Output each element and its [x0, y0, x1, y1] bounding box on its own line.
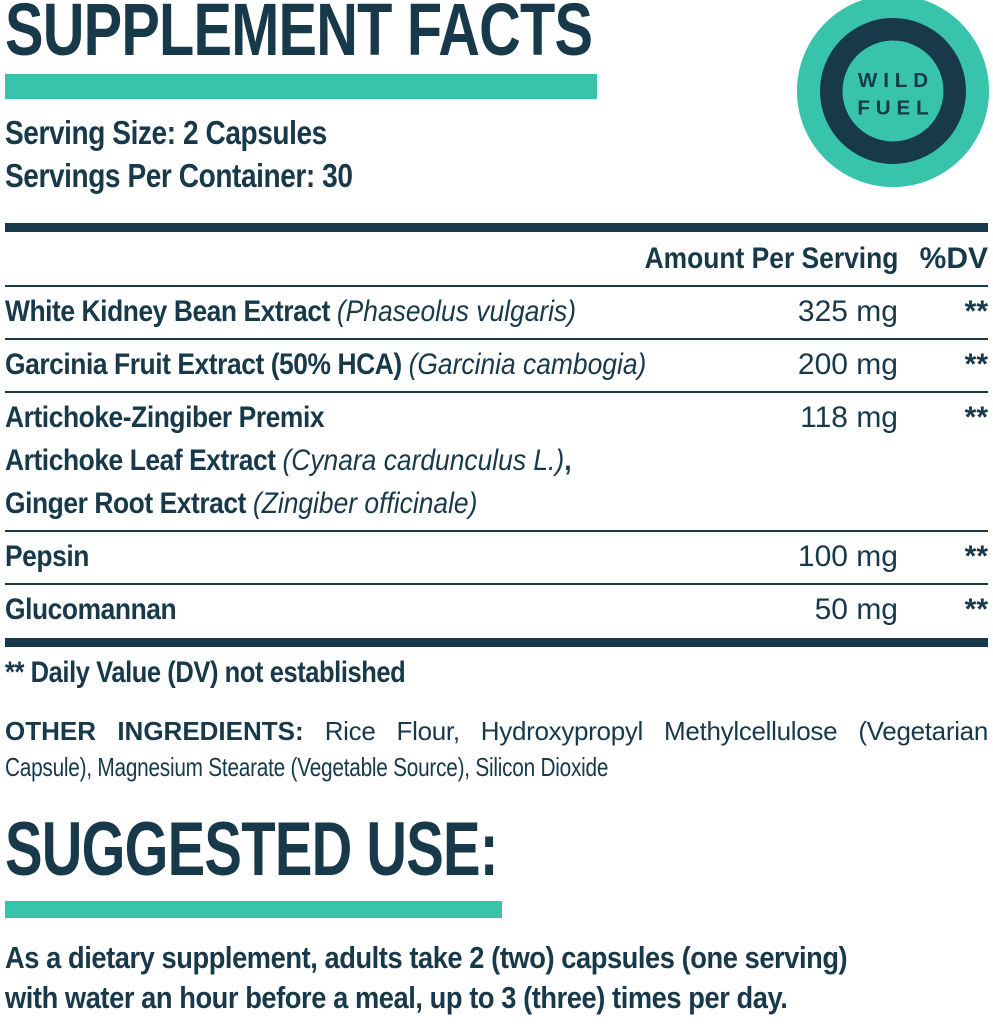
ingredient-name: Pepsin: [5, 540, 672, 573]
table-row: Pepsin 100 mg **: [5, 532, 988, 585]
ingredient-dv: **: [964, 539, 988, 573]
ingredient-latin-name: (Phaseolus vulgaris): [336, 294, 577, 328]
other-ingredients-text: Rice Flour, Hydroxypropyl Methylcellulos…: [303, 716, 989, 747]
ingredient-bold-name: Artichoke-Zingiber Premix: [5, 400, 325, 434]
suggested-use-line: with water an hour before a meal, up to …: [5, 980, 788, 1016]
ingredient-name: White Kidney Bean Extract (Phaseolus vul…: [5, 295, 672, 328]
ingredient-latin-name: (Garcinia cambogia): [408, 347, 647, 381]
ingredient-dv: **: [964, 592, 988, 626]
sub-ingredient-latin-name: (Cynara cardunculus L.): [282, 443, 565, 477]
sub-ingredient-bold-name: Ginger Root Extract: [5, 486, 247, 520]
logo-text-wild: WILD: [858, 69, 934, 92]
logo-ring: [819, 17, 967, 165]
ingredient-amount: 50 mg: [814, 592, 898, 626]
percent-dv-header: %DV: [919, 241, 988, 275]
other-ingredients-line: OTHER INGREDIENTS: Rice Flour, Hydroxypr…: [5, 714, 988, 750]
ingredient-dv: **: [964, 400, 988, 434]
ingredient-amount: 325 mg: [797, 294, 898, 328]
dv-footnote: ** Daily Value (DV) not established: [5, 655, 406, 689]
other-ingredients: OTHER INGREDIENTS: Rice Flour, Hydroxypr…: [5, 714, 988, 786]
ingredient-bold-name: Pepsin: [5, 539, 89, 573]
ingredient-name: Glucomannan: [5, 593, 672, 626]
sub-ingredient: Artichoke Leaf Extract (Cynara carduncul…: [5, 444, 870, 477]
ingredient-name: Garcinia Fruit Extract (50% HCA) (Garcin…: [5, 348, 672, 381]
suggested-use-accent-bar: [5, 901, 502, 919]
sub-ingredient: Ginger Root Extract (Zingiber officinale…: [5, 487, 870, 520]
ingredient-amount: 100 mg: [797, 539, 898, 573]
sub-ingredient-latin-name: (Zingiber officinale): [252, 486, 478, 520]
table-row: Garcinia Fruit Extract (50% HCA) (Garcin…: [5, 340, 988, 393]
table-row: Artichoke-Zingiber Premix 118 mg ** Arti…: [5, 393, 988, 532]
ingredient-dv: **: [964, 294, 988, 328]
ingredient-name: Artichoke-Zingiber Premix: [5, 401, 672, 434]
ingredient-bold-name: Glucomannan: [5, 592, 177, 626]
table-bottom-rule: [5, 637, 988, 647]
servings-per-container: Servings Per Container: 30: [5, 157, 353, 195]
amount-per-serving-header: Amount Per Serving: [644, 241, 898, 275]
suggested-use-line: As a dietary supplement, adults take 2 (…: [5, 940, 848, 976]
other-ingredients-line: Capsule), Magnesium Stearate (Vegetable …: [5, 752, 609, 783]
table-row: White Kidney Bean Extract (Phaseolus vul…: [5, 287, 988, 340]
suggested-use-text: As a dietary supplement, adults take 2 (…: [5, 938, 870, 1018]
sub-ingredient-separator: ,: [564, 443, 572, 477]
sub-ingredient-bold-name: Artichoke Leaf Extract: [5, 443, 276, 477]
wildfuel-logo: WILD FUEL: [796, 0, 990, 188]
table-top-rule: [5, 222, 988, 232]
ingredient-bold-name: White Kidney Bean Extract: [5, 294, 330, 328]
logo-text-fuel: FUEL: [857, 97, 934, 120]
ingredient-amount: 200 mg: [797, 347, 898, 381]
other-ingredients-label: OTHER INGREDIENTS:: [5, 716, 304, 747]
ingredient-bold-name: Garcinia Fruit Extract (50% HCA): [5, 347, 402, 381]
ingredient-amount: 118 mg: [800, 400, 898, 434]
serving-info: Serving Size: 2 Capsules Servings Per Co…: [5, 111, 841, 198]
table-header-row: Amount Per Serving %DV: [5, 232, 988, 287]
title-accent-bar: [5, 73, 597, 99]
page-title: SUPPLEMENT FACTS: [5, 0, 593, 71]
serving-size: Serving Size: 2 Capsules: [5, 113, 327, 151]
suggested-use-heading: SUGGESTED USE:: [5, 807, 498, 893]
table-row: Glucomannan 50 mg **: [5, 585, 988, 638]
ingredient-dv: **: [964, 347, 988, 381]
